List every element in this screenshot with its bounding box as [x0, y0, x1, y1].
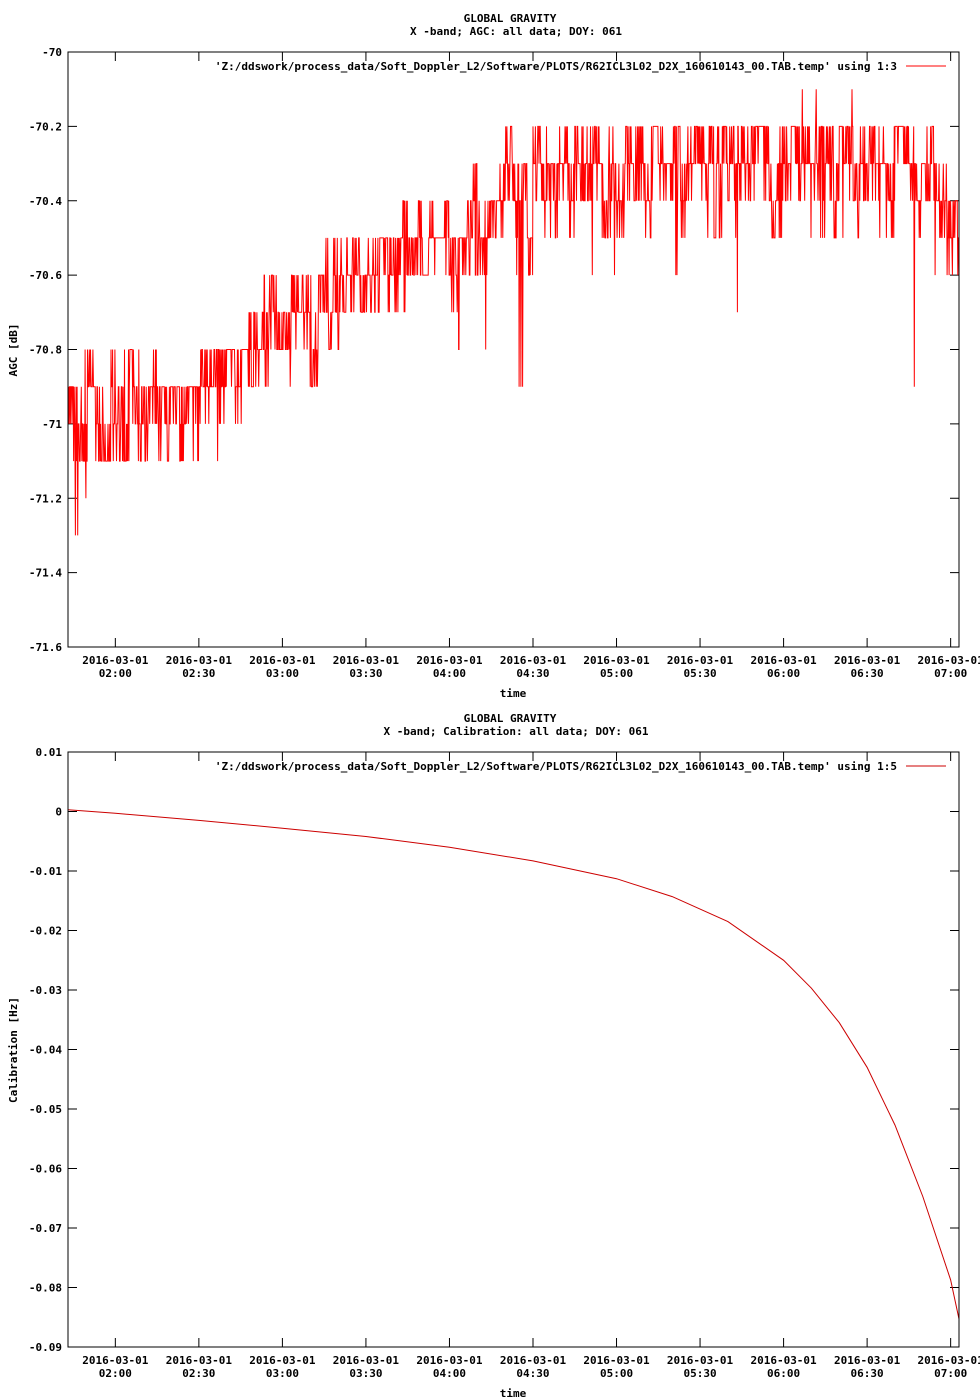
y-tick-label: -70	[42, 46, 62, 59]
x-tick-date: 2016-03-01	[750, 654, 817, 667]
tick-marks	[68, 51, 959, 648]
x-tick-time: 04:30	[516, 667, 549, 680]
x-tick-time: 02:30	[182, 667, 215, 680]
y-tick-label: 0.01	[36, 746, 63, 759]
y-axis-label: AGC [dB]	[7, 324, 20, 377]
y-tick-label: -0.03	[29, 984, 62, 997]
x-tick-date: 2016-03-01	[333, 1354, 400, 1367]
x-tick-time: 06:30	[851, 667, 884, 680]
y-tick-label: -0.09	[29, 1341, 62, 1354]
x-tick-time: 02:30	[182, 1367, 215, 1380]
x-tick-time: 05:00	[600, 667, 633, 680]
x-tick-time: 06:00	[767, 1367, 800, 1380]
series-line	[67, 89, 959, 536]
agc-chart: GLOBAL GRAVITY X -band; AGC: all data; D…	[7, 12, 980, 700]
x-tick-date: 2016-03-01	[750, 1354, 817, 1367]
chart-subtitle: X -band; Calibration: all data; DOY: 061	[384, 725, 649, 738]
x-tick-date: 2016-03-01	[82, 1354, 149, 1367]
data-series	[67, 809, 960, 1320]
y-tick-label: 0	[55, 806, 62, 819]
x-tick-date: 2016-03-01	[416, 654, 483, 667]
x-tick-date: 2016-03-01	[249, 1354, 316, 1367]
x-tick-date: 2016-03-01	[667, 654, 734, 667]
y-tick-labels: -70 -70.2 -70.4 -70.6 -70.8 -71 -71.2 -71.4 -71.…	[29, 46, 62, 654]
x-tick-time: 04:00	[433, 1367, 466, 1380]
y-tick-label: -71.2	[29, 492, 62, 505]
y-tick-label: -0.07	[29, 1222, 62, 1235]
x-tick-date: 2016-03-01	[583, 654, 650, 667]
x-tick-labels: 2016-03-0102:002016-03-0102:302016-03-01…	[82, 1354, 980, 1380]
x-tick-time: 07:00	[934, 667, 967, 680]
x-tick-time: 03:30	[349, 667, 382, 680]
x-tick-date: 2016-03-01	[918, 654, 980, 667]
x-tick-time: 03:30	[349, 1367, 382, 1380]
data-series	[67, 89, 959, 536]
x-tick-time: 03:00	[266, 667, 299, 680]
x-tick-time: 05:30	[683, 667, 716, 680]
y-tick-label: -71	[42, 418, 62, 431]
chart-subtitle: X -band; AGC: all data; DOY: 061	[410, 25, 622, 38]
plot-frame	[67, 51, 960, 648]
y-tick-label: -0.05	[29, 1103, 62, 1116]
y-tick-label: -70.2	[29, 120, 62, 133]
y-tick-label: -0.06	[29, 1163, 62, 1176]
x-axis-label: time	[500, 687, 527, 700]
x-tick-time: 06:30	[851, 1367, 884, 1380]
tick-marks	[68, 751, 959, 1348]
x-tick-date: 2016-03-01	[500, 1354, 567, 1367]
x-tick-date: 2016-03-01	[834, 654, 901, 667]
x-tick-time: 03:00	[266, 1367, 299, 1380]
y-tick-label: -70.8	[29, 344, 62, 357]
x-tick-date: 2016-03-01	[82, 654, 149, 667]
x-tick-time: 05:30	[683, 1367, 716, 1380]
x-tick-labels: 2016-03-0102:002016-03-0102:302016-03-01…	[82, 654, 980, 680]
y-tick-label: -0.04	[29, 1044, 62, 1057]
x-tick-date: 2016-03-01	[249, 654, 316, 667]
x-tick-date: 2016-03-01	[166, 654, 233, 667]
y-axis-label: Calibration [Hz]	[7, 997, 20, 1103]
calibration-chart: GLOBAL GRAVITY X -band; Calibration: all…	[7, 712, 980, 1400]
legend-label: 'Z:/ddswork/process_data/Soft_Doppler_L2…	[215, 60, 897, 73]
plot-frame	[67, 751, 960, 1348]
x-tick-time: 05:00	[600, 1367, 633, 1380]
x-axis-label: time	[500, 1387, 527, 1400]
x-tick-date: 2016-03-01	[333, 654, 400, 667]
chart-title: GLOBAL GRAVITY	[464, 712, 557, 725]
series-line	[67, 809, 960, 1320]
legend-label: 'Z:/ddswork/process_data/Soft_Doppler_L2…	[215, 760, 897, 773]
y-tick-label: -0.01	[29, 865, 62, 878]
x-tick-time: 02:00	[99, 667, 132, 680]
y-tick-label: -0.02	[29, 925, 62, 938]
x-tick-date: 2016-03-01	[583, 1354, 650, 1367]
x-tick-time: 04:00	[433, 667, 466, 680]
y-tick-labels: 0.01 0 -0.01 -0.02 -0.03 -0.04 -0.05 -0.06 -0.07…	[29, 746, 62, 1354]
y-tick-label: -70.4	[29, 195, 62, 208]
y-tick-label: -70.6	[29, 269, 62, 282]
y-tick-label: -71.6	[29, 641, 62, 654]
x-tick-date: 2016-03-01	[500, 654, 567, 667]
x-tick-date: 2016-03-01	[834, 1354, 901, 1367]
x-tick-time: 07:00	[934, 1367, 967, 1380]
x-tick-date: 2016-03-01	[166, 1354, 233, 1367]
x-tick-date: 2016-03-01	[416, 1354, 483, 1367]
y-tick-label: -71.4	[29, 567, 62, 580]
y-tick-label: -0.08	[29, 1282, 62, 1295]
chart-title: GLOBAL GRAVITY	[464, 12, 557, 25]
x-tick-date: 2016-03-01	[918, 1354, 980, 1367]
x-tick-date: 2016-03-01	[667, 1354, 734, 1367]
x-tick-time: 04:30	[516, 1367, 549, 1380]
x-tick-time: 06:00	[767, 667, 800, 680]
x-tick-time: 02:00	[99, 1367, 132, 1380]
